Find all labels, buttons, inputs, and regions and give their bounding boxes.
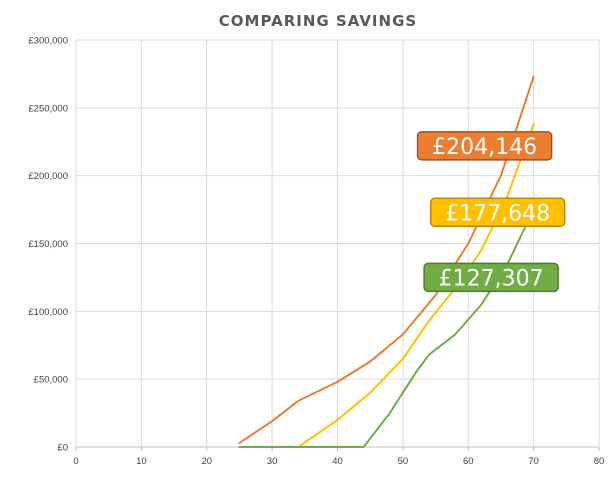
y-tick-label: £50,000 [34,375,68,386]
grid-lines [75,39,600,451]
y-tick-label: £250,000 [28,103,68,114]
y-tick-label: £300,000 [28,36,68,47]
x-tick-label: 40 [332,456,343,467]
series-line-3 [238,208,535,448]
x-tick-label: 80 [594,456,605,467]
chart-title: COMPARING SAVINGS [219,12,417,30]
callout-label: £127,307 [439,266,544,291]
x-tick-label: 0 [73,456,78,467]
x-axis-ticks: 0 10 20 30 40 50 60 70 80 [73,456,604,467]
value-callout: £177,648 [429,197,566,228]
value-callouts: £204,146 £177,648 £127,307 [416,131,566,293]
x-tick-label: 70 [528,456,539,467]
x-tick-label: 30 [267,456,278,467]
y-tick-label: £200,000 [28,171,68,182]
y-tick-label: £0 [57,443,68,454]
callout-label: £204,146 [432,135,537,160]
callout-box [423,262,559,293]
value-callout: £204,146 [416,131,553,161]
y-axis-ticks: £0 £50,000 £100,000 £150,000 £200,000 £250,00… [28,36,68,454]
x-tick-label: 50 [398,456,409,467]
callout-box [416,131,553,161]
value-callout: £127,307 [423,262,559,293]
x-tick-label: 20 [201,456,212,467]
y-tick-label: £100,000 [28,307,68,318]
x-tick-label: 10 [136,456,147,467]
y-tick-label: £150,000 [28,239,68,250]
x-tick-label: 60 [463,456,474,467]
callout-label: £177,648 [445,201,550,226]
callout-box [429,197,566,228]
